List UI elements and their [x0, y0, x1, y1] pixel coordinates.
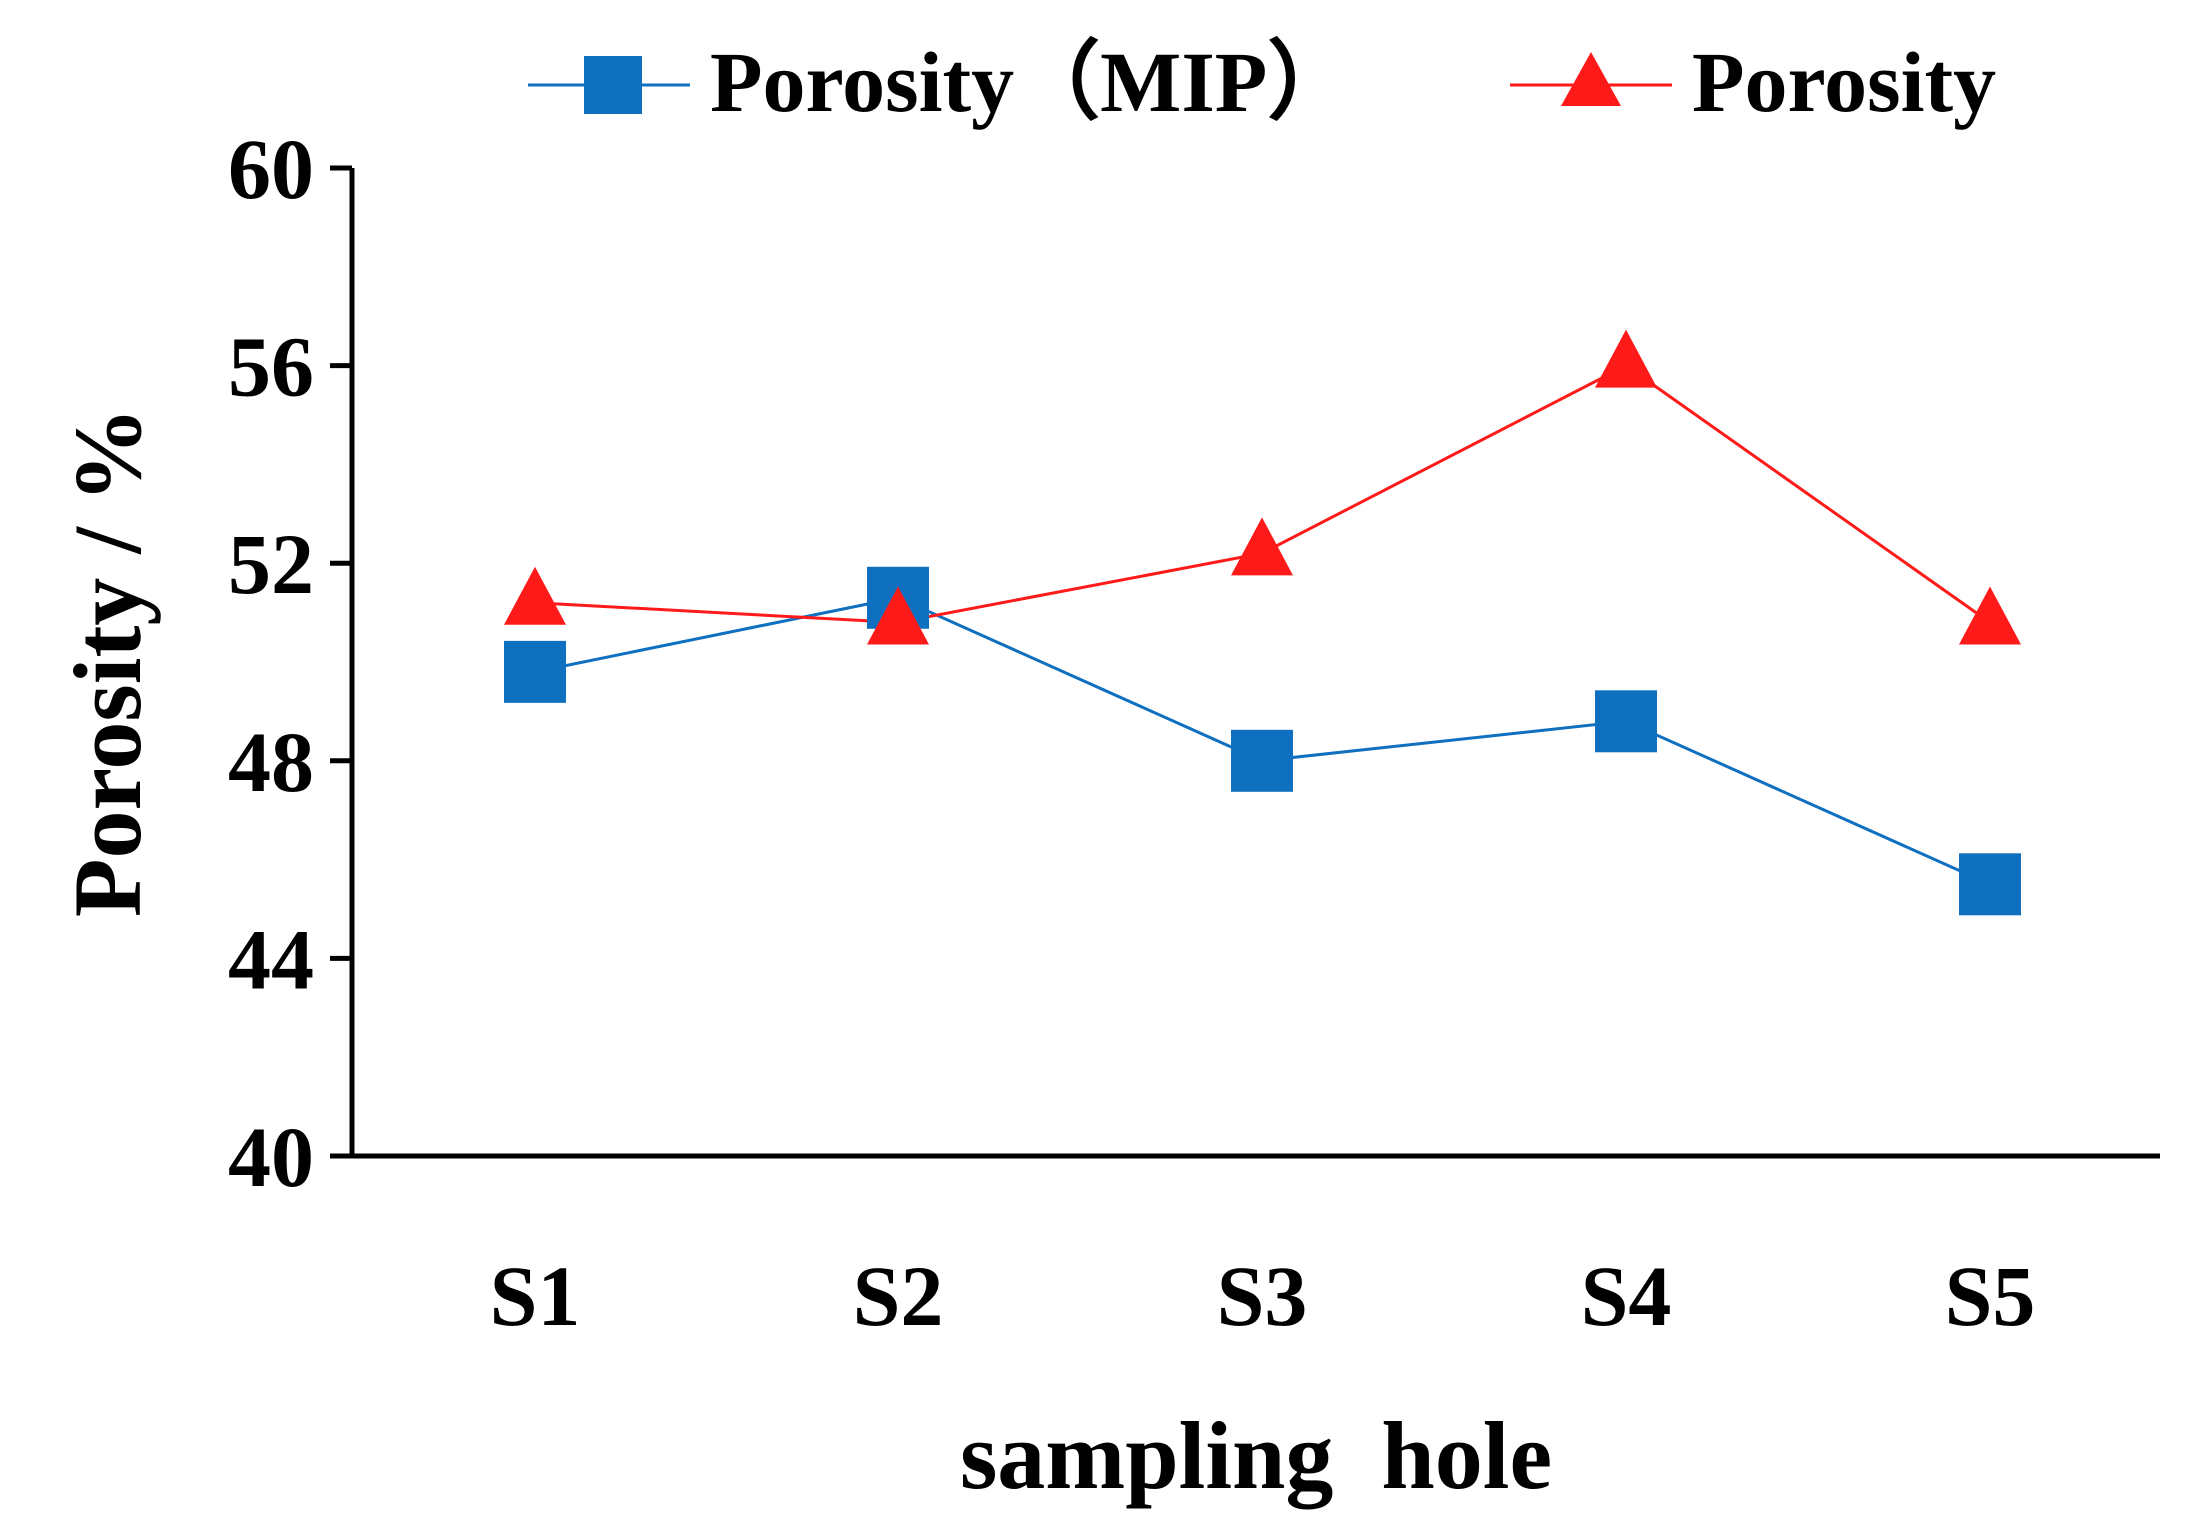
- data-point-porosity-s5: [1959, 586, 2021, 645]
- legend-marker-triangle-icon: [1561, 52, 1621, 106]
- x-axis-title: sampling hole: [960, 1402, 1552, 1509]
- x-tick-label: S1: [490, 1248, 581, 1344]
- legend-label-porosity: Porosity: [1692, 34, 1996, 130]
- y-tick-label: 60: [228, 121, 314, 217]
- data-point-porosity-mip-s1: [504, 640, 566, 703]
- legend-label-porosity-mip: Porosity（MIP）: [710, 34, 1353, 130]
- y-tick-label: 48: [228, 714, 314, 810]
- legend-marker-square-icon: [584, 56, 642, 114]
- data-point-porosity-s3: [1231, 517, 1293, 576]
- y-axis-title: Porosity / %: [54, 407, 161, 917]
- y-tick-label: 44: [228, 911, 314, 1007]
- data-point-porosity-mip-s5: [1959, 853, 2021, 916]
- x-tick-label: S2: [853, 1248, 944, 1344]
- x-tick-label: S4: [1581, 1248, 1672, 1344]
- y-tick-label: 56: [228, 319, 314, 415]
- data-point-porosity-s4: [1595, 329, 1657, 388]
- axes: [349, 168, 2160, 1159]
- x-tick-label: S5: [1945, 1248, 2036, 1344]
- legend: Porosity（MIP） Porosity: [528, 34, 1996, 130]
- data-point-porosity-mip-s4: [1595, 690, 1657, 753]
- data-point-porosity-mip-s3: [1231, 729, 1293, 792]
- y-tick-label: 52: [228, 516, 314, 612]
- x-tick-label: S3: [1217, 1248, 1308, 1344]
- y-tick-label: 40: [228, 1109, 314, 1205]
- series-line-porosity: [534, 363, 1991, 624]
- data-point-porosity-s1: [504, 566, 566, 625]
- plot-area: [504, 329, 2021, 916]
- y-axis-ticks: 40 44 48 52 56 60: [228, 121, 352, 1205]
- x-axis-ticks: S1 S2 S3 S4 S5: [490, 1248, 2036, 1344]
- data-point-porosity-s2: [867, 586, 929, 645]
